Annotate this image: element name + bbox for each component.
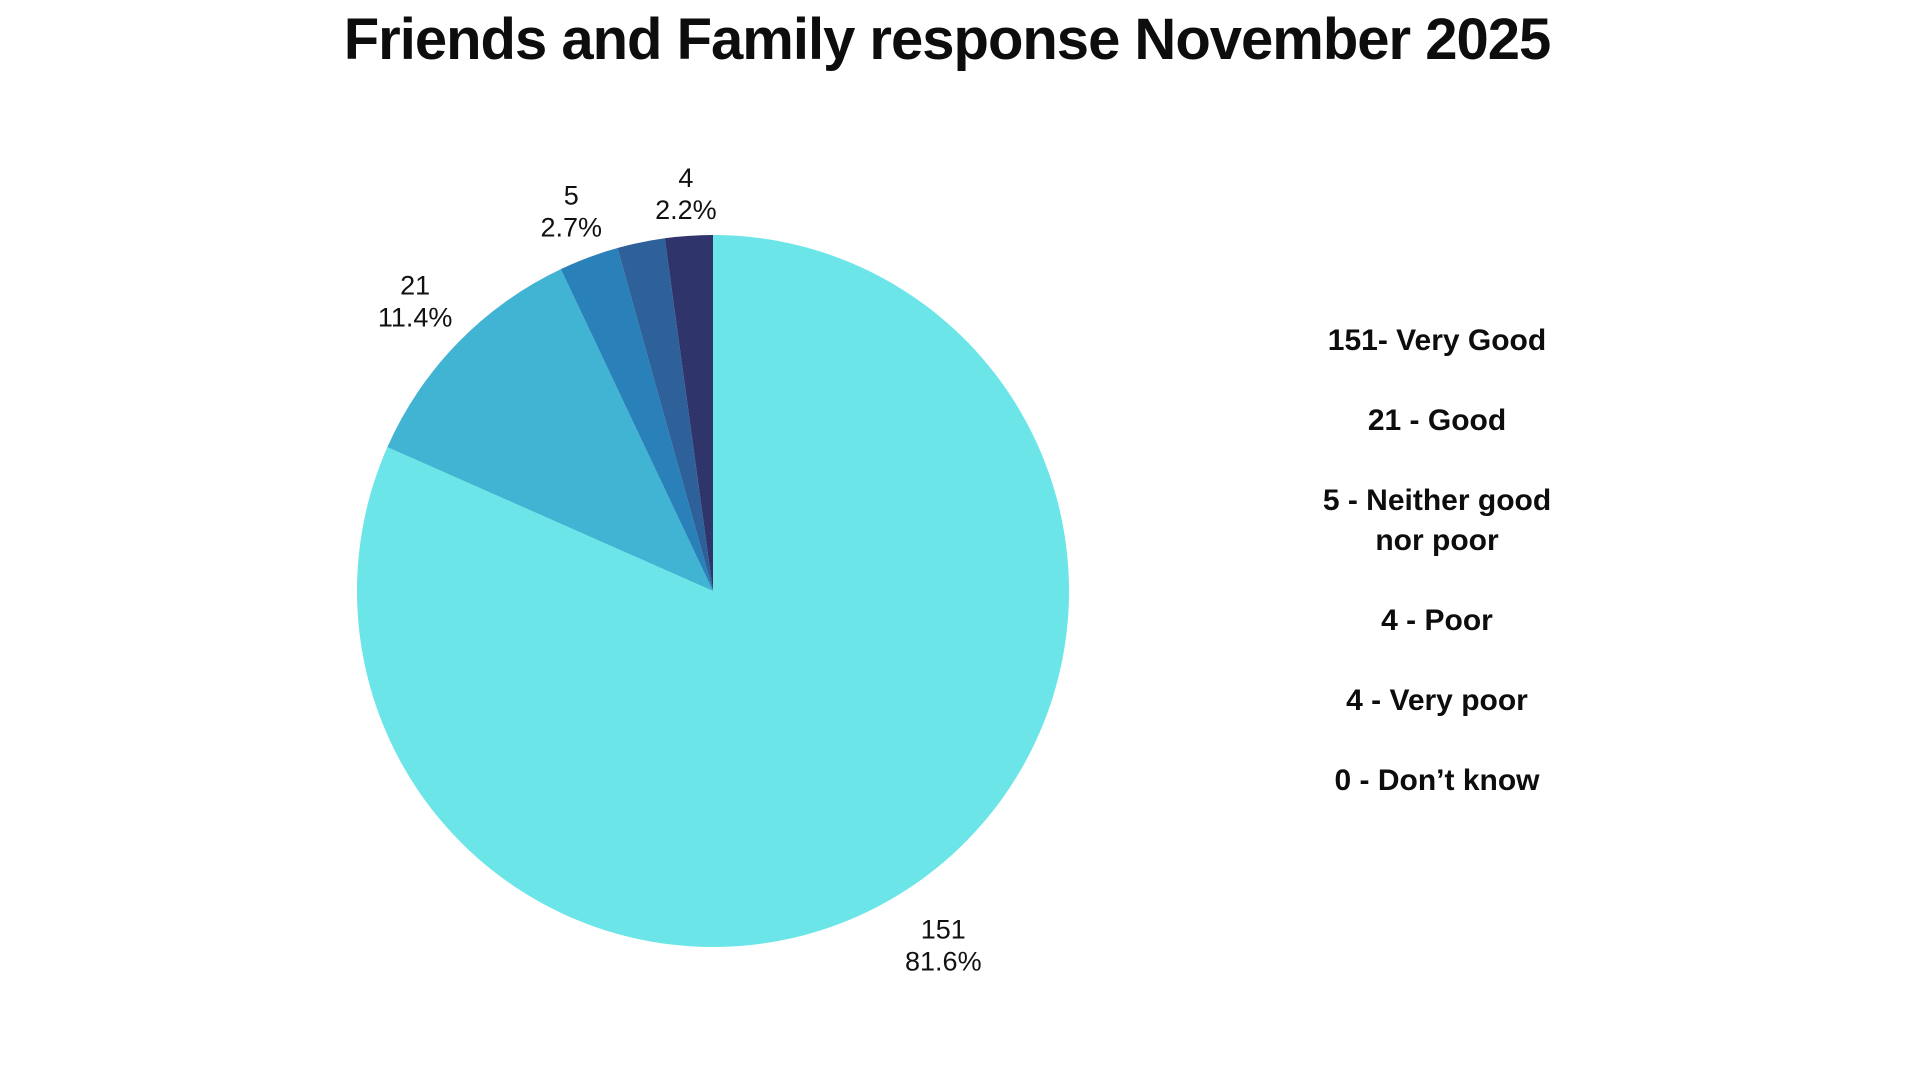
pie-label-good: 21 11.4% bbox=[378, 271, 453, 333]
legend-item-very-good: 151- Very Good bbox=[1327, 324, 1547, 357]
legend: 151- Very Good 21 - Good 5 - Neither goo… bbox=[1307, 321, 1567, 841]
pie-label-very-good: 151 81.6% bbox=[905, 915, 982, 977]
pie-slice-poor bbox=[617, 238, 713, 591]
pie-slice-neither-good-nor-poor bbox=[560, 248, 713, 591]
chart-title: Friends and Family response November 202… bbox=[343, 7, 1551, 72]
pie-label-very-poor: 4 2.2% bbox=[655, 163, 717, 225]
pie-slice-good bbox=[387, 269, 713, 591]
legend-item-good: 21 - Good bbox=[1367, 404, 1507, 437]
legend-item-dont-know: 0 - Don’t know bbox=[1334, 764, 1540, 797]
legend-item-very-poor: 4 - Very poor bbox=[1346, 684, 1528, 717]
pie-slice-very-good bbox=[356, 235, 1069, 948]
pie-label-neither-good-nor-poor: 5 2.7% bbox=[541, 181, 603, 243]
legend-item-poor: 4 - Poor bbox=[1381, 604, 1493, 637]
legend-item-neither-good-nor-poor: 5 - Neither good nor poor bbox=[1322, 484, 1552, 557]
pie-slice-very-poor bbox=[664, 235, 713, 591]
